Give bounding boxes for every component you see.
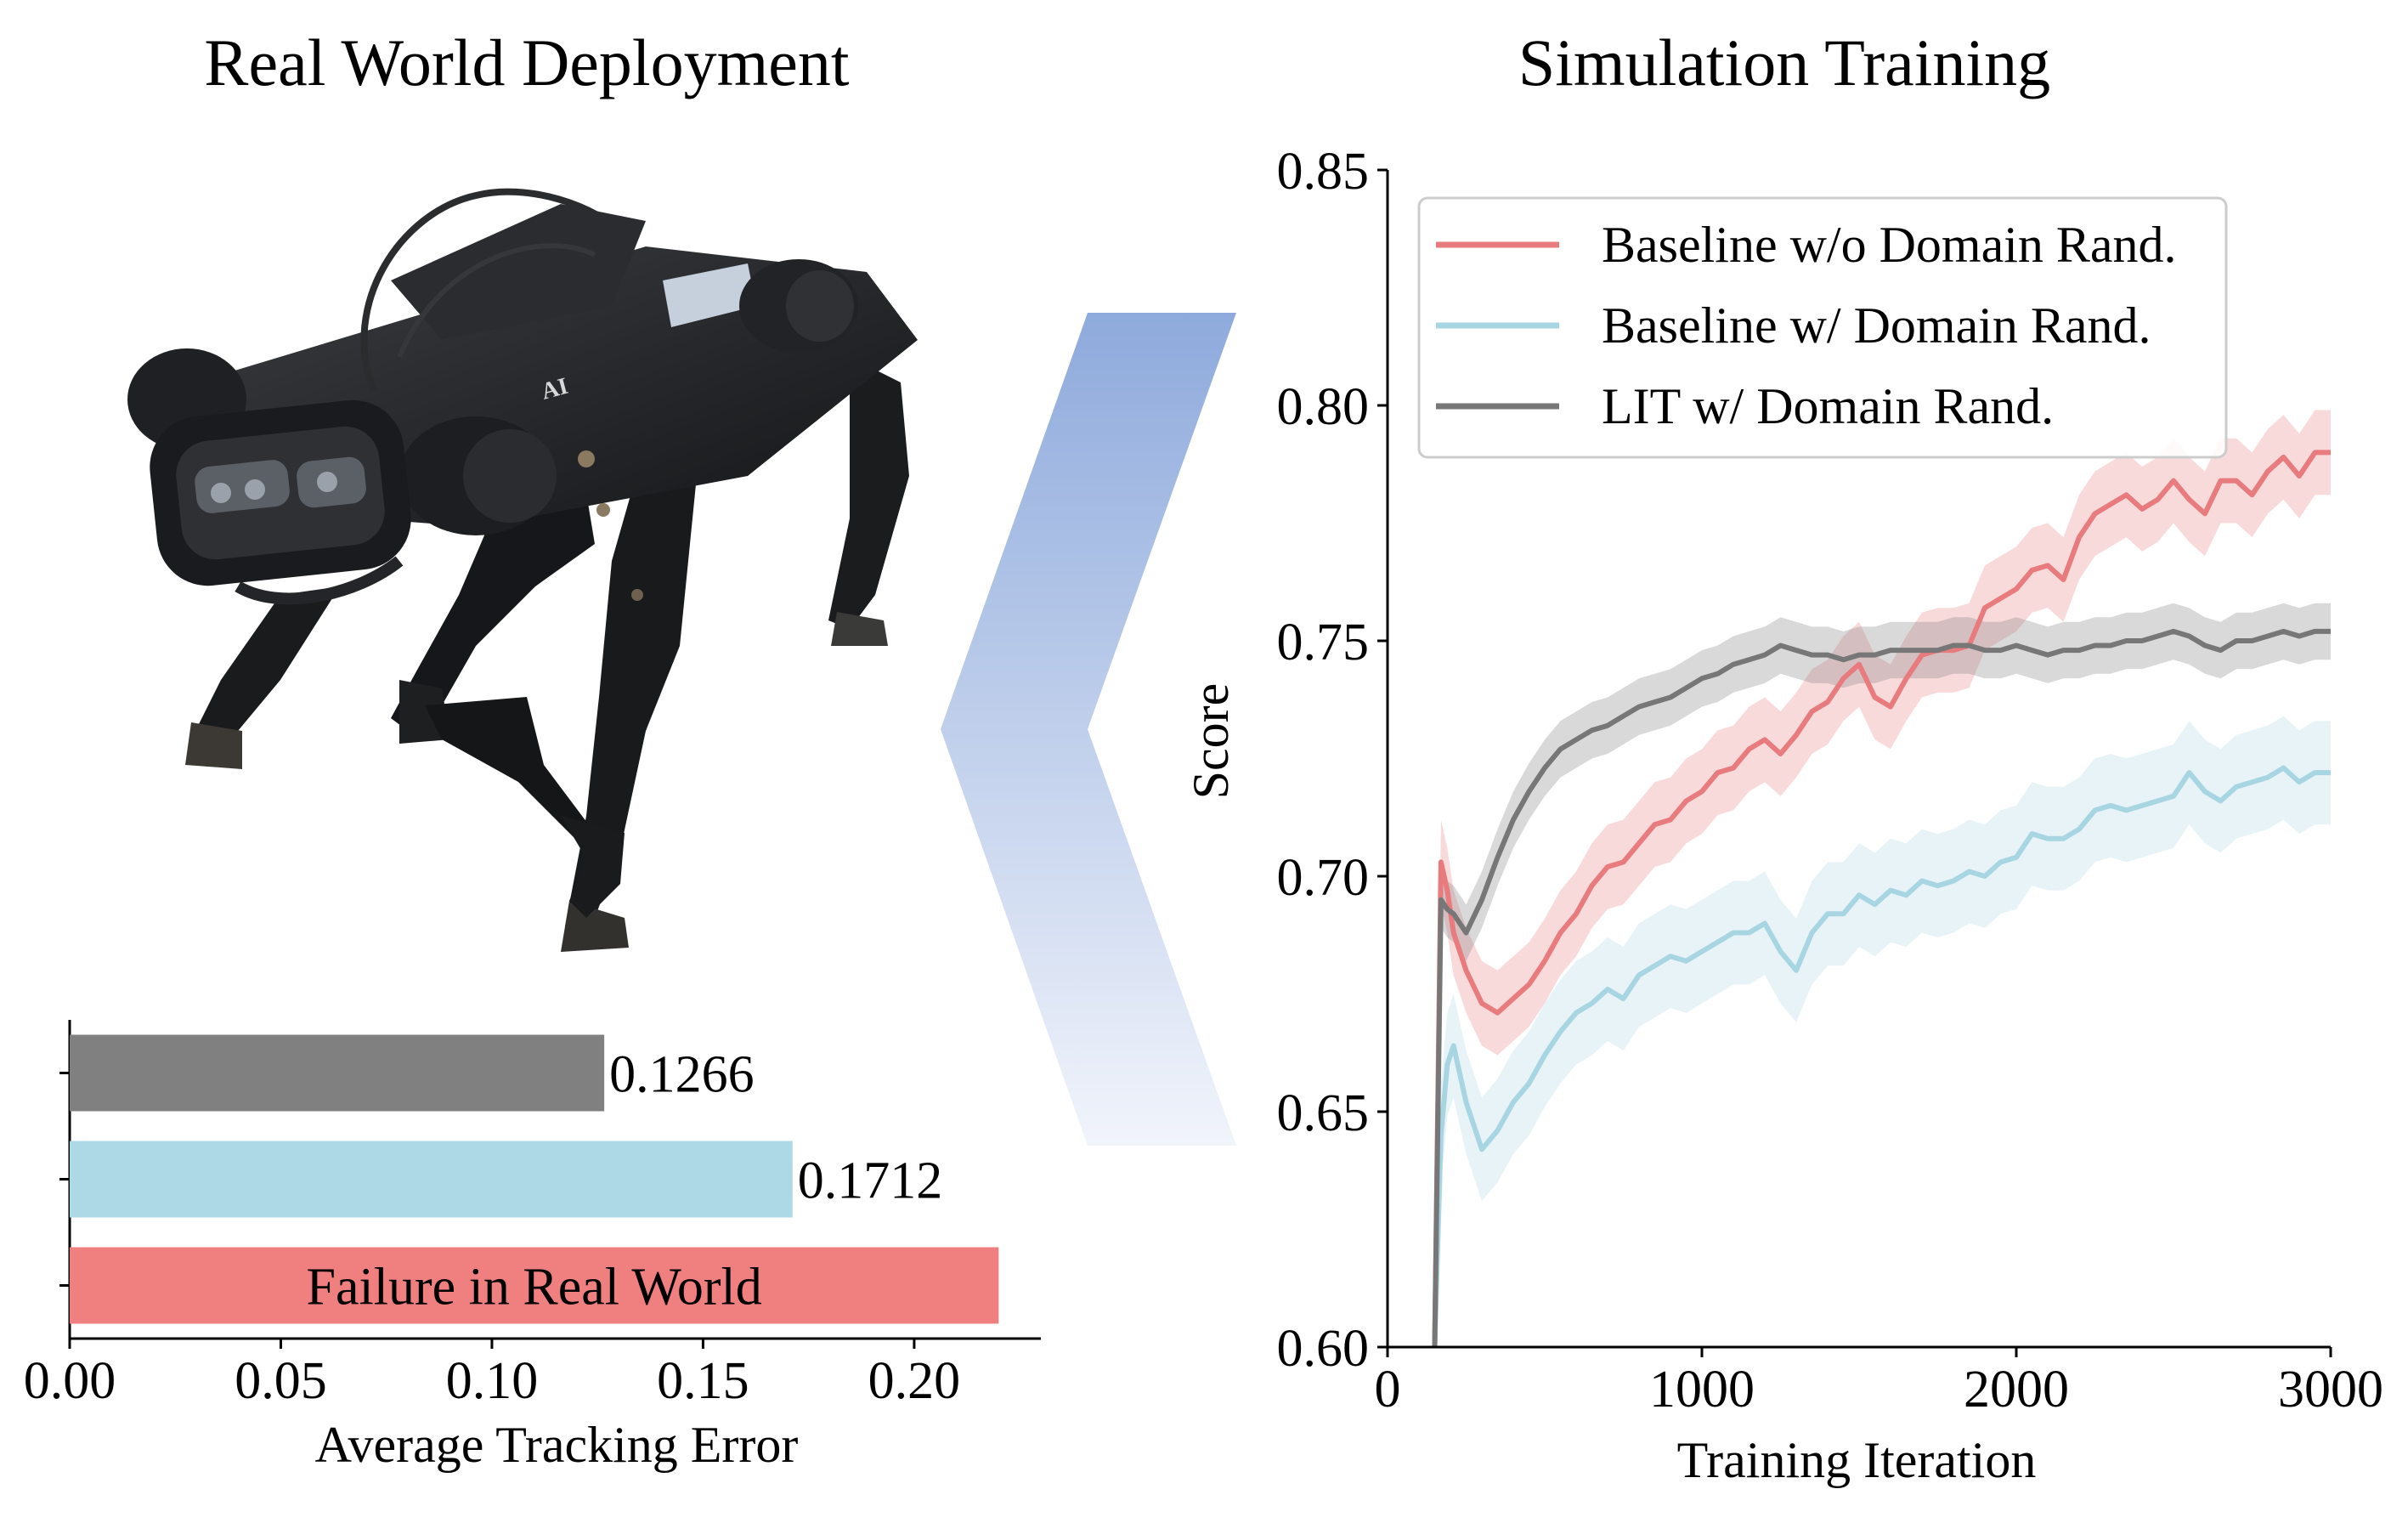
left-panel-title: Real World Deployment (204, 25, 849, 99)
line-y-tick-label: 0.60 (1277, 1320, 1370, 1378)
line-x-tick-label: 1000 (1649, 1361, 1755, 1418)
series-band (1434, 716, 2331, 1347)
line-y-tick-label: 0.85 (1277, 143, 1370, 201)
line-y-tick-label: 0.65 (1277, 1084, 1370, 1142)
bar-value-label: Failure in Real World (307, 1259, 762, 1316)
line-y-tick-label: 0.75 (1277, 614, 1370, 671)
line-bands (1434, 410, 2331, 1347)
series-band (1434, 410, 2331, 1347)
bar (70, 1034, 605, 1112)
bar-value-label: 0.1266 (609, 1046, 755, 1104)
bar-value-label: 0.1712 (798, 1152, 943, 1210)
line-y-tick-label: 0.80 (1277, 378, 1370, 436)
bar-x-tick-label: 0.20 (868, 1352, 961, 1410)
series-line (1432, 628, 2331, 1348)
bar-x-tick-label: 0.10 (446, 1352, 539, 1410)
bar-x-tick-label: 0.05 (235, 1352, 327, 1410)
line-series (1432, 450, 2331, 1348)
bar (70, 1141, 793, 1218)
line-x-tick-label: 0 (1375, 1361, 1401, 1418)
bar-x-ticks: 0.00 0.05 0.10 0.15 0.20 (24, 1339, 960, 1410)
legend: Baseline w/o Domain Rand. Baseline w/ Dom… (1417, 196, 2228, 459)
line-x-tick-label: 3000 (2278, 1361, 2383, 1418)
series-line (1432, 765, 2331, 1348)
chevron-arrow-icon (941, 313, 1236, 1146)
legend-box (1417, 196, 2228, 459)
legend-label: LIT w/ Domain Rand. (1602, 378, 2054, 434)
line-axes (1386, 170, 2331, 1349)
line-y-axis-label: Score (1183, 683, 1239, 800)
line-y-tick-label: 0.70 (1277, 849, 1370, 907)
line-x-ticks: 0 1000 2000 3000 (1375, 1347, 2383, 1418)
legend-label: Baseline w/ Domain Rand. (1602, 297, 2151, 354)
line-y-ticks: 0.60 0.65 0.70 0.75 0.80 0.85 (1277, 143, 1388, 1378)
bar-x-axis-label: Average Tracking Error (315, 1417, 799, 1473)
legend-label: Baseline w/o Domain Rand. (1602, 217, 2177, 273)
line-x-tick-label: 2000 (1964, 1361, 2069, 1418)
line-chart: 0 1000 2000 3000 0.60 0.65 0.70 0.75 0.80 0.85 T… (1183, 143, 2383, 1488)
bar (70, 1247, 999, 1324)
bar-x-tick-label: 0.15 (657, 1352, 749, 1410)
bar-marks: 0.1266 0.1712 Failure in Real World (70, 1034, 999, 1324)
line-x-axis-label: Training Iteration (1677, 1432, 2037, 1488)
robot-dog-image: AI (127, 188, 918, 952)
bar-x-tick-label: 0.00 (24, 1352, 116, 1410)
series-line (1432, 450, 2331, 1348)
right-panel-title: Simulation Training (1518, 25, 2050, 99)
